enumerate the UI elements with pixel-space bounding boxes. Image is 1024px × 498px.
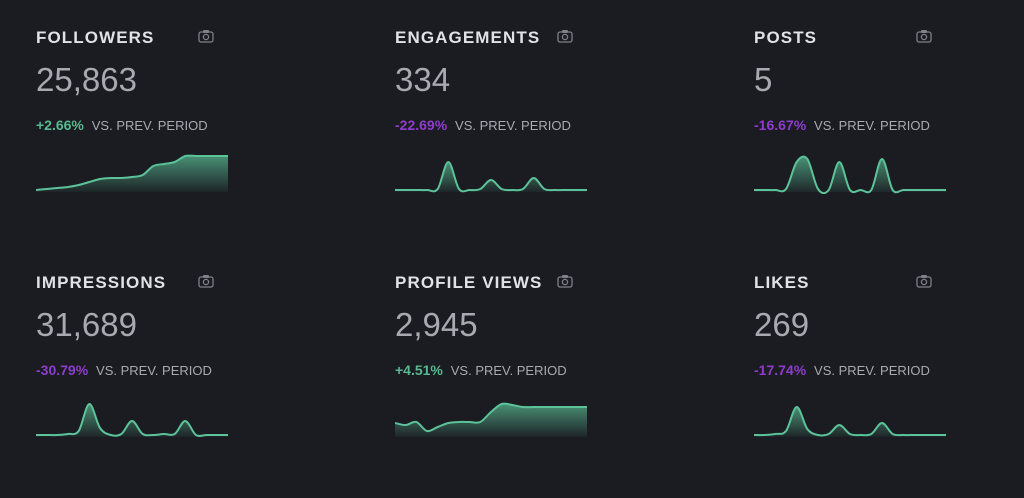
delta-value: -30.79%: [36, 362, 89, 378]
card-title: POSTS: [754, 28, 818, 47]
delta-row: -30.79% VS. PREV. PERIOD: [36, 362, 212, 378]
sparkline-chart: [36, 154, 228, 192]
card-title: IMPRESSIONS: [36, 273, 167, 292]
card-posts: POSTS 5 -16.67% VS. PREV. PERIOD: [754, 0, 984, 200]
card-engagements: ENGAGEMENTS 334 -22.69% VS. PREV. PERIOD: [395, 0, 625, 200]
sparkline-area: [36, 403, 228, 437]
delta-value: -16.67%: [754, 117, 807, 133]
sparkline-line: [395, 160, 587, 193]
camera-icon[interactable]: [916, 274, 932, 288]
card-value: 2,945: [395, 306, 478, 343]
card-followers: FOLLOWERS 25,863 +2.66% VS. PREV. PERIOD: [36, 0, 266, 200]
sparkline-area: [754, 156, 946, 194]
sparkline-chart: [395, 402, 587, 437]
card-title: LIKES: [754, 273, 810, 292]
sparkline-line: [395, 402, 587, 433]
card-value: 334: [395, 61, 451, 98]
delta-row: -17.74% VS. PREV. PERIOD: [754, 362, 930, 378]
comparison-label: VS. PREV. PERIOD: [96, 363, 212, 378]
comparison-label: VS. PREV. PERIOD: [91, 118, 208, 133]
comparison-label: VS. PREV. PERIOD: [814, 118, 930, 133]
sparkline-area: [395, 162, 587, 192]
comparison-label: VS. PREV. PERIOD: [455, 118, 571, 133]
card-value: 25,863: [36, 61, 137, 98]
sparkline-chart: [754, 155, 946, 194]
camera-icon[interactable]: [916, 29, 932, 43]
delta-row: -22.69% VS. PREV. PERIOD: [395, 117, 571, 133]
card-title: FOLLOWERS: [36, 28, 155, 47]
delta-row: -16.67% VS. PREV. PERIOD: [754, 117, 930, 133]
sparkline-line: [754, 155, 946, 194]
camera-icon[interactable]: [198, 274, 214, 288]
card-value: 31,689: [36, 306, 137, 343]
camera-icon[interactable]: [557, 29, 573, 43]
card-value: 269: [754, 306, 810, 343]
comparison-label: VS. PREV. PERIOD: [450, 363, 567, 378]
delta-value: +4.51%: [395, 362, 443, 378]
sparkline-line: [36, 154, 228, 191]
delta-value: -17.74%: [754, 362, 807, 378]
card-title: PROFILE VIEWS: [395, 273, 543, 292]
card-likes: LIKES 269 -17.74% VS. PREV. PERIOD: [754, 245, 984, 445]
sparkline-area: [36, 155, 228, 192]
sparkline-line: [36, 403, 228, 438]
sparkline-area: [754, 406, 946, 437]
sparkline-chart: [754, 406, 946, 437]
delta-row: +4.51% VS. PREV. PERIOD: [395, 362, 567, 378]
sparkline-line: [754, 406, 946, 437]
comparison-label: VS. PREV. PERIOD: [814, 363, 930, 378]
sparkline-chart: [36, 403, 228, 438]
delta-row: +2.66% VS. PREV. PERIOD: [36, 117, 208, 133]
sparkline-chart: [395, 160, 587, 193]
card-title: ENGAGEMENTS: [395, 28, 541, 47]
delta-value: +2.66%: [36, 117, 84, 133]
sparkline-area: [395, 403, 587, 437]
card-impressions: IMPRESSIONS 31,689 -30.79% VS. PREV. PER…: [36, 245, 266, 445]
camera-icon[interactable]: [557, 274, 573, 288]
card-value: 5: [754, 61, 773, 98]
camera-icon[interactable]: [198, 29, 214, 43]
card-profile-views: PROFILE VIEWS 2,945 +4.51% VS. PREV. PER…: [395, 245, 625, 445]
delta-value: -22.69%: [395, 117, 448, 133]
